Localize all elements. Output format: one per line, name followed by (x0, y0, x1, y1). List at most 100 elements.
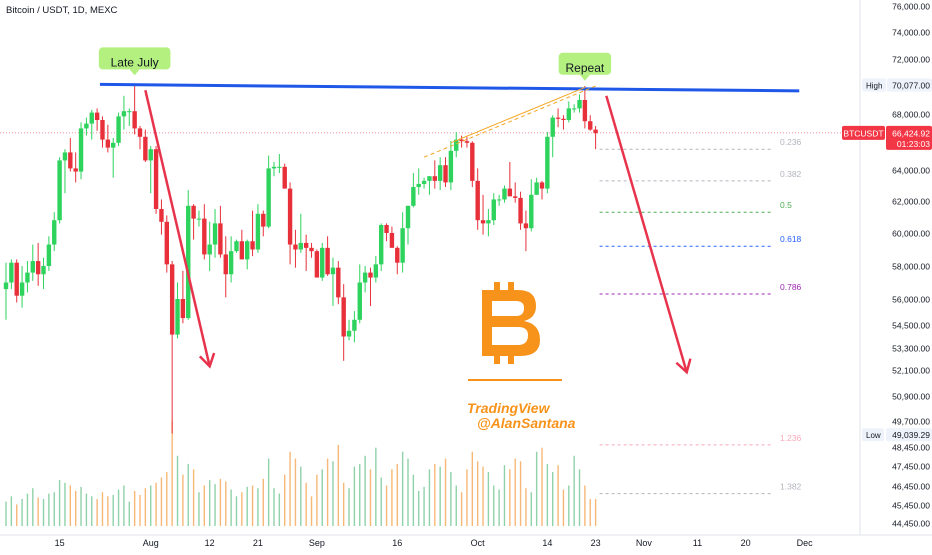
volume-bar (589, 499, 591, 526)
volume-bar (155, 482, 157, 526)
candle-body (336, 267, 341, 298)
candle-body (368, 272, 373, 278)
price-tick-label: 53,300.00 (892, 344, 930, 354)
volume-bar (42, 499, 45, 526)
candle-body (105, 139, 111, 148)
candle-body (175, 299, 180, 335)
projection-line[interactable] (450, 86, 586, 144)
volume-bar (498, 489, 500, 526)
price-tick-label: 60,000.00 (892, 229, 930, 239)
volume-bar (112, 494, 114, 526)
candle-body (282, 166, 287, 189)
candle-body (180, 299, 186, 319)
volume-bar (337, 445, 340, 526)
volume-bar (273, 488, 275, 526)
volume-bar (53, 492, 55, 526)
candle-body (432, 176, 437, 181)
volume-bar (48, 493, 50, 526)
candle-body (25, 272, 30, 283)
volume-bar (16, 504, 18, 526)
candle-body (62, 152, 68, 161)
volume-bar (85, 493, 88, 526)
volume-bar (326, 458, 329, 526)
candle-body (30, 261, 35, 273)
candle-body (357, 282, 362, 320)
candle-body (9, 262, 14, 283)
bitcoin-logo-stroke-bottom (494, 354, 500, 364)
volume-bar (150, 485, 152, 526)
candle-body (121, 111, 127, 117)
volume-bar (198, 492, 200, 526)
candle-body (271, 166, 277, 169)
bitcoin-logo-shape (482, 290, 540, 356)
candle-body (303, 242, 309, 248)
repeat-callout[interactable] (558, 52, 612, 75)
time-tick-label: 11 (693, 538, 702, 548)
candle-body (116, 116, 121, 143)
bitcoin-logo-stroke-bottom (508, 354, 514, 364)
volume-bar (364, 455, 366, 526)
volume-bar (476, 461, 479, 526)
volume-bar (514, 458, 516, 526)
time-tick-label: 21 (253, 538, 263, 548)
volume-bar (359, 463, 361, 526)
volume-bar (418, 490, 420, 526)
volume-bar (493, 485, 495, 526)
late-july-label: Late July (111, 55, 159, 69)
projection-line[interactable] (423, 85, 596, 158)
candle-body (362, 272, 368, 283)
candle-body (373, 264, 379, 278)
price-tick-label: 52,100.00 (892, 366, 930, 376)
volume-bar (535, 451, 538, 526)
volume-bar (203, 485, 206, 526)
volume-bar (80, 486, 82, 526)
countdown-label: 01:23:03 (897, 139, 930, 149)
low-label: Low (866, 431, 881, 440)
candle-body (529, 194, 534, 229)
candle-body (518, 197, 523, 224)
volume-bar (369, 469, 372, 526)
price-tick-label: 50,900.00 (892, 392, 930, 402)
down-arrow[interactable] (144, 89, 211, 367)
bitcoin-logo-stroke-top (494, 282, 500, 292)
volume-bar (316, 474, 318, 526)
volume-bar (32, 488, 34, 526)
volume-bar (401, 451, 404, 526)
candle-body (41, 266, 46, 275)
candle-body (223, 254, 228, 275)
late-july-callout[interactable] (98, 47, 171, 70)
candle-body (416, 183, 421, 188)
candle-body (411, 187, 416, 206)
candle-body (496, 199, 502, 201)
time-tick-label: 15 (55, 538, 65, 548)
callout-pointer (129, 69, 140, 76)
candle-body (228, 251, 234, 275)
candle-body (389, 233, 395, 248)
volume-bar (530, 492, 532, 526)
fib-label-0.618: 0.618 (780, 234, 802, 244)
volume-bar (509, 469, 511, 526)
candle-body (320, 247, 325, 278)
low-marker (862, 428, 884, 442)
candle-body (293, 244, 298, 250)
volume-bar (5, 501, 7, 526)
resistance-line[interactable] (99, 82, 800, 93)
candle-body (330, 267, 336, 275)
volume-bar (21, 499, 23, 526)
volume-bar (267, 458, 270, 526)
price-tick-label: 46,450.00 (892, 482, 930, 492)
down-arrow[interactable] (605, 95, 688, 373)
candle-body (202, 218, 207, 255)
volume-bar (471, 451, 474, 526)
candle-body (534, 182, 539, 195)
candle-body (588, 121, 593, 130)
chart-title[interactable]: Bitcoin / USDT, 1D, MEXC (6, 5, 118, 16)
volume-bar (230, 489, 232, 526)
candle-body (73, 168, 78, 172)
candle-body (571, 108, 577, 110)
candle-body (148, 149, 153, 161)
volume-bar (584, 485, 586, 526)
volume-bar (182, 474, 184, 526)
volume-bar (96, 499, 98, 526)
